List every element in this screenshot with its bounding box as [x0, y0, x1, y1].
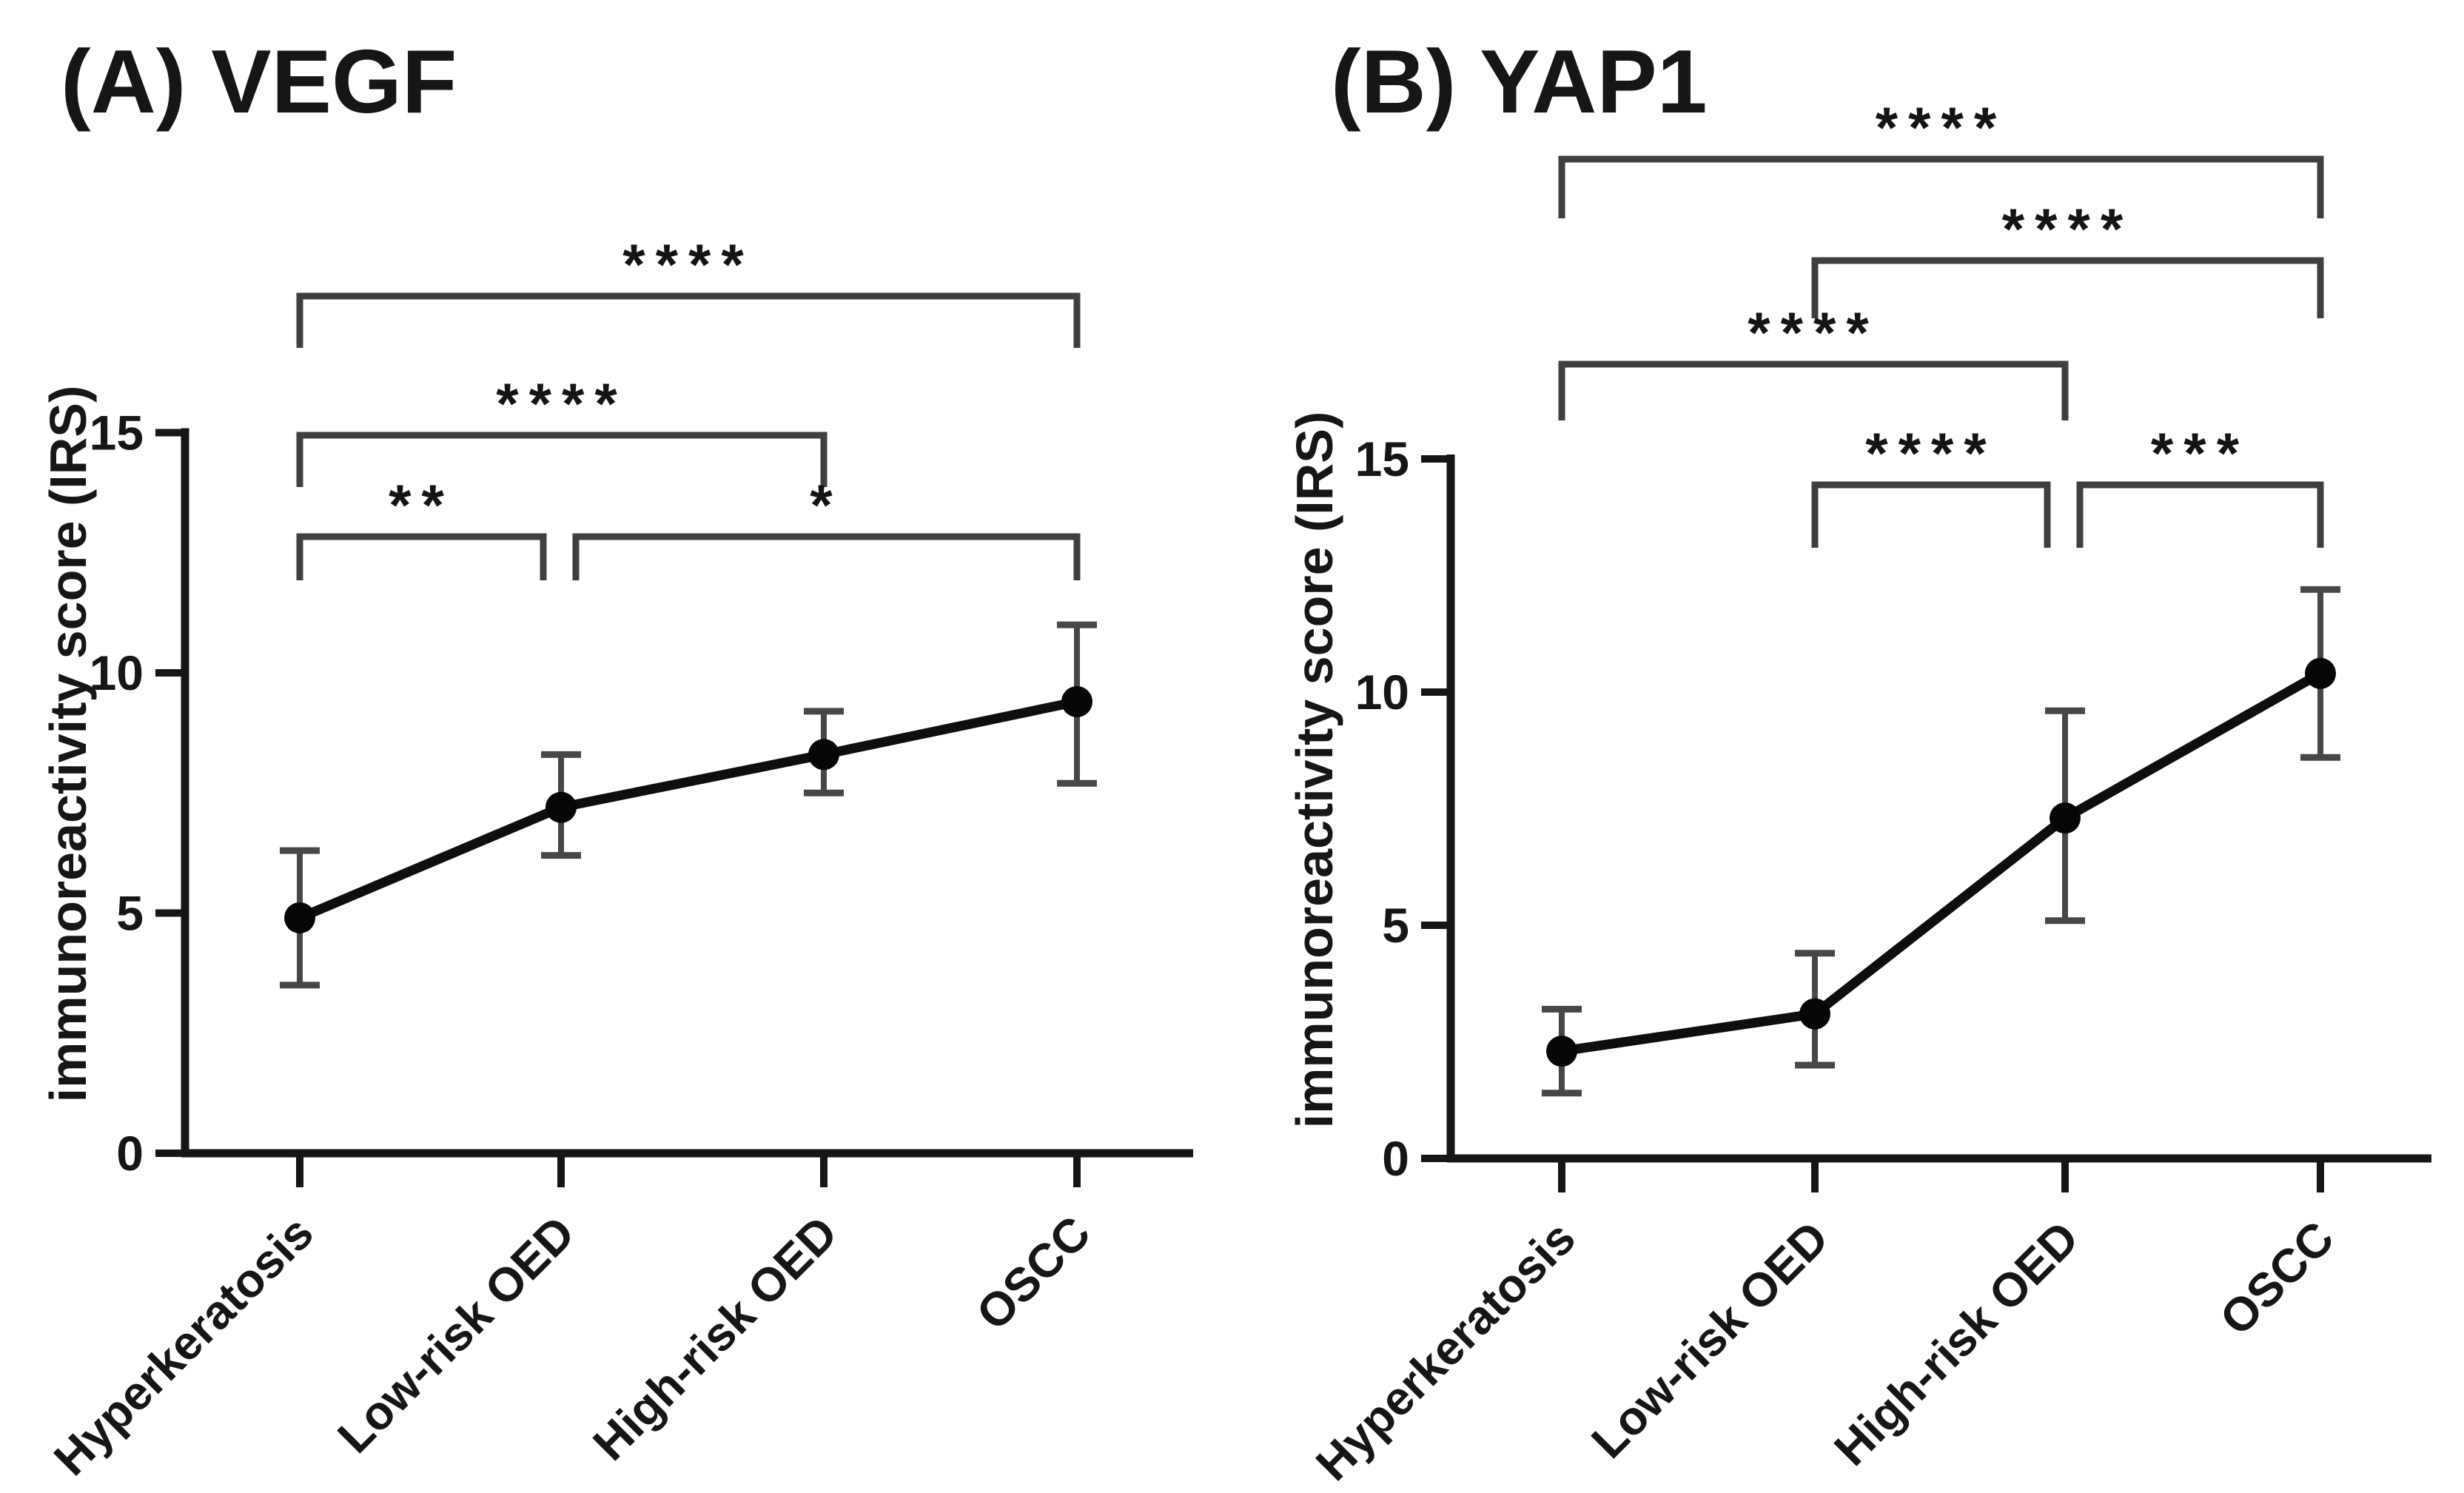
panel-b-data-point [1546, 1036, 1577, 1067]
panel-a-data-line [298, 697, 1078, 922]
panel-b-y-axis-label: immunoreactivity score (IRS) [1286, 412, 1343, 1129]
panel-a-y-tick-label: 15 [90, 406, 144, 460]
panel-a-y-axis-label: immunoreactivity score (IRS) [39, 386, 97, 1103]
panel-b-data-point [2050, 802, 2081, 834]
panel-b-significance-stars: *** [2151, 420, 2249, 486]
panel-b-x-category-label: OSCC [2209, 1211, 2344, 1346]
panel-a-y-tick-label: 10 [90, 645, 144, 700]
panel-a-data-point [808, 739, 839, 771]
panel-b-y-tick-label: 0 [1382, 1131, 1409, 1186]
panel-b-significance-stars: **** [1865, 420, 1997, 486]
panel-b-significance-bracket [1811, 481, 2051, 548]
panel-a-x-category-label: Hyperkeratosis [44, 1206, 323, 1486]
panel-b-significance-bracket [2076, 481, 2324, 548]
panel-a-data-point [284, 902, 315, 933]
panel-a-data-point [1061, 685, 1092, 717]
panel-a-y-tick-label: 0 [116, 1126, 144, 1181]
panel-a-data-point [545, 791, 577, 823]
panel-a-significance-bracket [296, 292, 1081, 348]
panel-b-y-tick-label: 5 [1382, 898, 1409, 953]
panel-a-significance-bracket [572, 533, 1081, 580]
panel-b-data-line [1561, 669, 2323, 1056]
panel-b-significance-stars: **** [2002, 196, 2134, 261]
panel-a-y-tick-label: 5 [116, 886, 144, 941]
panel-b-significance-bracket [1558, 360, 2069, 420]
panel-a-significance-stars: * [810, 472, 842, 537]
panel-a-significance-stars: **** [496, 371, 628, 436]
panel-a-x-category-label: OSCC [966, 1206, 1101, 1341]
panel-b-x-category-label: High-risk OED [1824, 1211, 2089, 1476]
panel-a-x-category-label: High-risk OED [583, 1206, 847, 1471]
panel-a-significance-bracket [296, 533, 547, 580]
panel-b-y-tick-label: 10 [1355, 665, 1409, 719]
panel-b-significance-stars: **** [1876, 95, 2007, 160]
panel-a-x-category-label: Low-risk OED [327, 1206, 585, 1463]
panel-b-x-category-label: Low-risk OED [1581, 1211, 1839, 1469]
panel-b-significance-bracket [1558, 155, 2324, 218]
panel-b-data-point [1799, 998, 1830, 1030]
panel-a-title: (A) VEGF [61, 31, 457, 132]
panel-b-y-tick-label: 15 [1355, 432, 1409, 486]
panel-b-data-point [2305, 657, 2336, 689]
panel-a-significance-stars: ** [389, 472, 454, 537]
panel-b-x-category-label: Hyperkeratosis [1306, 1211, 1585, 1491]
panel-b-significance-bracket [1811, 257, 2324, 318]
panel-b-title: (B) YAP1 [1331, 31, 1708, 132]
panel-b-significance-stars: **** [1748, 300, 1879, 365]
panel-a-significance-bracket [296, 432, 828, 487]
panel-a-significance-stars: **** [622, 232, 754, 297]
